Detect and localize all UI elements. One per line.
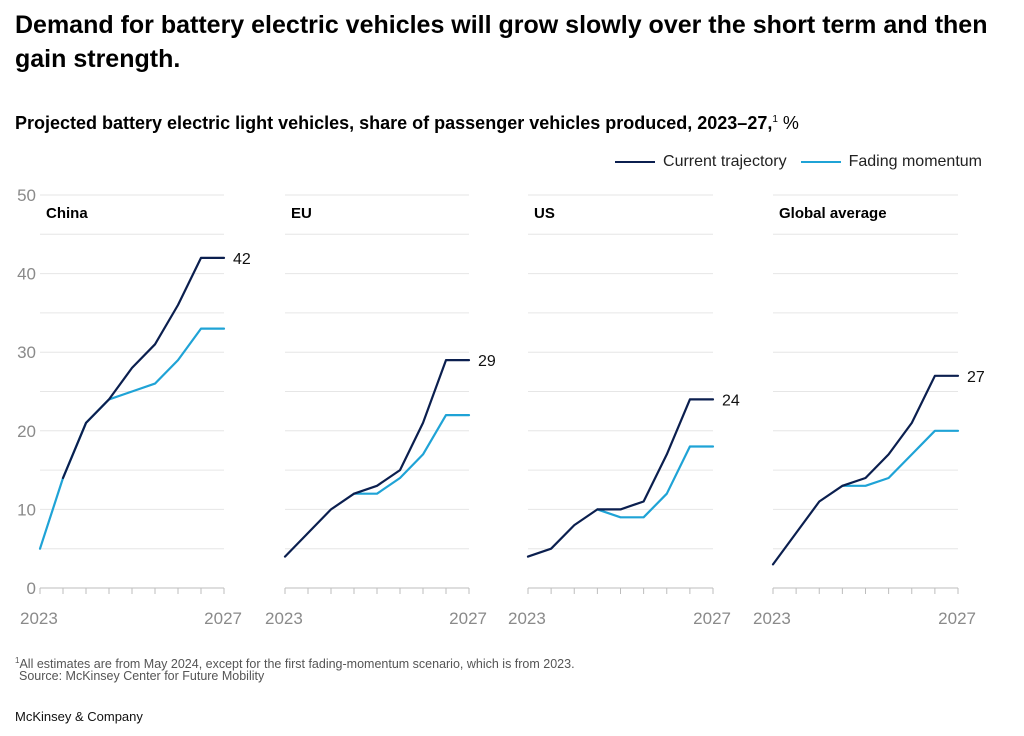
footnote-text: All estimates are from May 2024, except … bbox=[19, 657, 575, 672]
y-tick-label-50: 50 bbox=[17, 186, 36, 205]
subtitle-unit: % bbox=[782, 113, 799, 133]
x-tick-label-china-end: 2027 bbox=[204, 609, 242, 628]
panel-title-eu: EU bbox=[291, 205, 312, 222]
series-line-global-average-current-trajectory bbox=[771, 374, 960, 566]
end-value-label-eu: 29 bbox=[478, 353, 496, 370]
series-line-eu-current-trajectory bbox=[283, 359, 471, 558]
y-tick-label-30: 30 bbox=[17, 343, 36, 362]
series-line-us-current-trajectory bbox=[526, 398, 715, 558]
chart-legend: Current trajectory Fading momentum bbox=[615, 153, 982, 171]
end-value-label-china: 42 bbox=[233, 251, 251, 268]
chart-headline: Demand for battery electric vehicles wil… bbox=[15, 11, 988, 73]
series-line-china-fading-momentum bbox=[38, 327, 226, 550]
end-value-label-us: 24 bbox=[722, 392, 740, 409]
panel-title-china: China bbox=[46, 205, 88, 222]
y-tick-label-20: 20 bbox=[17, 422, 36, 441]
legend-swatch-fading-momentum bbox=[800, 161, 841, 163]
x-tick-label-china-start: 2023 bbox=[20, 609, 58, 628]
legend-item-fading-momentum: Fading momentum bbox=[800, 153, 982, 171]
subtitle-text: Projected battery electric light vehicle… bbox=[15, 113, 773, 133]
series-line-global-average-fading-momentum bbox=[841, 429, 960, 487]
y-tick-label-40: 40 bbox=[17, 265, 36, 284]
footnote: 1All estimates are from May 2024, except… bbox=[15, 653, 575, 672]
legend-label-current-trajectory: Current trajectory bbox=[663, 153, 787, 170]
source-note: Source: McKinsey Center for Future Mobil… bbox=[19, 669, 265, 683]
end-value-label-global-average: 27 bbox=[967, 369, 985, 386]
x-tick-label-global-average-start: 2023 bbox=[753, 609, 791, 628]
y-tick-label-0: 0 bbox=[27, 579, 36, 598]
panel-title-global-average: Global average bbox=[779, 205, 887, 222]
series-line-us-fading-momentum bbox=[596, 445, 715, 519]
x-tick-label-eu-start: 2023 bbox=[265, 609, 303, 628]
y-tick-label-10: 10 bbox=[17, 500, 36, 519]
subtitle-footnote-marker: 1 bbox=[772, 114, 778, 125]
legend-swatch-current-trajectory bbox=[615, 161, 656, 163]
legend-item-current-trajectory: Current trajectory bbox=[615, 153, 787, 171]
panel-title-us: US bbox=[534, 205, 555, 222]
series-line-eu-fading-momentum bbox=[352, 414, 471, 495]
series-line-china-current-trajectory bbox=[61, 256, 226, 480]
x-tick-label-eu-end: 2027 bbox=[449, 609, 487, 628]
footnote-marker: 1 bbox=[15, 656, 20, 665]
x-tick-label-us-start: 2023 bbox=[508, 609, 546, 628]
x-tick-label-global-average-end: 2027 bbox=[938, 609, 976, 628]
chart-subtitle: Projected battery electric light vehicle… bbox=[15, 113, 799, 134]
brand-logo-text: McKinsey & Company bbox=[15, 709, 143, 724]
x-tick-label-us-end: 2027 bbox=[693, 609, 731, 628]
legend-label-fading-momentum: Fading momentum bbox=[848, 153, 982, 170]
